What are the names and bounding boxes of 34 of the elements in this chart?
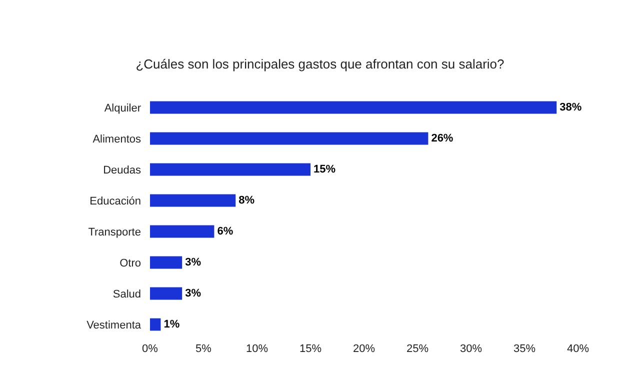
bar	[150, 318, 161, 331]
data-label: 6%	[217, 226, 234, 238]
y-tick-label: Educación	[90, 195, 141, 208]
x-tick-label: 10%	[246, 343, 268, 355]
data-label: 38%	[560, 102, 582, 114]
data-label: 8%	[238, 194, 255, 206]
x-tick-label: 15%	[299, 343, 322, 355]
bar	[150, 132, 428, 145]
data-label: 15%	[314, 164, 336, 176]
data-label: 1%	[164, 318, 180, 330]
y-tick-label: Vestimenta	[86, 319, 142, 332]
y-tick-label: Deudas	[103, 164, 142, 176]
bar	[150, 287, 182, 300]
y-tick-label: Alquiler	[104, 102, 142, 114]
x-tick-label: 35%	[513, 343, 536, 355]
y-tick-label: Salud	[112, 288, 141, 300]
bar	[150, 101, 557, 114]
x-tick-label: 20%	[352, 343, 376, 355]
x-tick-label: 30%	[460, 343, 482, 355]
bar	[150, 194, 236, 207]
chart-title: ¿Cuáles son los principales gastos que afrontan con su salario?	[136, 56, 504, 72]
x-tick-label: 0%	[142, 343, 158, 355]
data-label: 3%	[185, 256, 202, 268]
y-tick-label: Otro	[120, 257, 141, 270]
bar	[150, 163, 310, 176]
x-tick-label: 25%	[406, 343, 429, 355]
y-tick-label: Transporte	[88, 226, 141, 238]
data-label: 3%	[185, 288, 202, 300]
x-tick-label: 5%	[196, 343, 212, 355]
bar	[150, 256, 182, 269]
data-label: 26%	[431, 132, 454, 144]
y-tick-label: Alimentos	[92, 133, 142, 146]
bar	[150, 225, 214, 238]
x-tick-label: 40%	[566, 343, 590, 355]
